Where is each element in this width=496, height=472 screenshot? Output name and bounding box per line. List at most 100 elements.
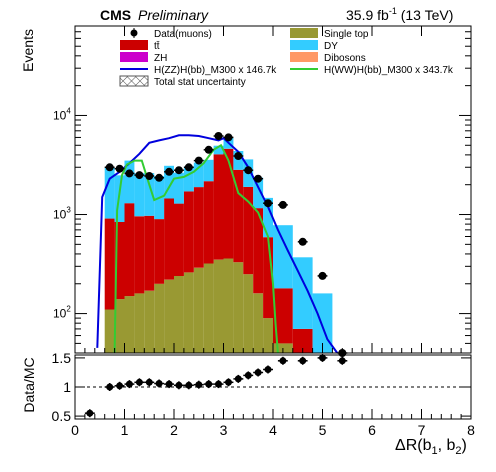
legend-left-2-swatch [120, 52, 148, 62]
data-point-14 [224, 133, 233, 142]
status-label: Preliminary [138, 7, 209, 23]
x-label-mid: , b [438, 437, 456, 454]
bar-tt--3 [114, 222, 125, 300]
ratio-point-0 [86, 409, 94, 417]
legend: Data(muons)tt̄ZHH(ZZ)H(bb)_M300 x 146.7k… [119, 28, 454, 88]
xtick-label-2: 2 [170, 422, 178, 438]
data-point-12 [204, 145, 213, 154]
data-point-4 [125, 169, 134, 178]
legend-left-0-swatch [130, 29, 138, 37]
ratio-point-11 [195, 381, 203, 389]
bar-tt--7 [154, 219, 165, 284]
ytick-label-2: 104 [53, 106, 71, 122]
legend-right-3-label: H(WW)H(bb)_M300 x 343.7k [324, 65, 454, 76]
bar-tt--20 [292, 328, 313, 353]
data-point-9 [174, 166, 183, 175]
bar-dy-15 [233, 151, 244, 170]
ratio-point-7 [155, 380, 163, 387]
bar-dy-17 [253, 177, 264, 209]
data-point-19 [278, 200, 287, 209]
bar-tt--12 [203, 181, 214, 264]
bar-tt--4 [124, 203, 135, 297]
ratio-point-22 [338, 357, 346, 365]
ratio-point-8 [165, 380, 173, 388]
bar-single-top-12 [203, 263, 214, 353]
bar-single-top-6 [144, 290, 155, 353]
xtick-label-3: 3 [220, 422, 228, 438]
legend-right-2-label: Dibosons [324, 53, 366, 64]
bar-tt--16 [243, 186, 254, 275]
data-point-11 [194, 156, 203, 165]
bar-tt--6 [144, 215, 155, 291]
bar-single-top-16 [243, 274, 254, 353]
bar-single-top-5 [134, 293, 145, 353]
xtick-label-7: 7 [418, 422, 426, 438]
bar-single-top-3 [114, 299, 125, 353]
legend-left-3-label: H(ZZ)H(bb)_M300 x 146.7k [154, 65, 277, 76]
legend-left-2-label: ZH [154, 53, 167, 64]
ratio-point-20 [299, 357, 307, 365]
ytick-exp: 4 [66, 106, 71, 115]
x-label-end: ) [462, 437, 467, 454]
ratio-point-14 [225, 378, 232, 386]
ytick-base: 10 [53, 208, 67, 222]
ytick-base: 10 [53, 108, 67, 122]
signal-curve-0 [96, 134, 339, 354]
bar-single-top-18 [263, 318, 273, 353]
ratio-point-10 [185, 381, 193, 389]
bar-single-top-4 [124, 296, 135, 353]
upper-y-label: Events [20, 29, 36, 72]
data-point-6 [145, 172, 154, 180]
ratio-panel: 0.5 1 1.5 Data/MC [21, 350, 472, 424]
xtick-label-4: 4 [269, 422, 277, 438]
data-point-3 [115, 164, 124, 173]
legend-right-0-swatch [290, 28, 318, 38]
data-point-5 [135, 171, 144, 180]
legend-left-4-swatch [119, 75, 149, 87]
bar-tt--19 [273, 288, 293, 344]
ratio-point-5 [135, 378, 143, 386]
legend-right-1-swatch [290, 40, 318, 50]
legend-right-1-label: DY [324, 41, 338, 52]
signal-curve-1 [113, 143, 279, 354]
bar-dy-11 [193, 162, 204, 188]
lumi-label: 35.9 fb-1 (13 TeV) [346, 6, 453, 23]
ratio-ytick-label-2: 1.5 [52, 350, 72, 366]
data-point-10 [184, 163, 193, 172]
ratio-ytick-label-1: 1 [63, 379, 71, 395]
lumi-value: 35.9 fb [346, 7, 389, 23]
ratio-point-19 [279, 357, 287, 365]
ratio-point-2 [106, 383, 114, 391]
ytick-base: 10 [53, 307, 67, 321]
bar-tt--14 [223, 148, 234, 259]
bar-tt--18 [263, 237, 273, 319]
bar-tt--10 [183, 191, 194, 273]
bar-tt--17 [253, 208, 264, 294]
ytick-label-1: 103 [53, 206, 71, 222]
legend-left-1-label: tt̄ [154, 40, 160, 52]
data-point-21 [318, 271, 327, 280]
data-point-2 [105, 163, 114, 172]
ytick-label-0: 102 [53, 305, 71, 321]
bar-dy-19 [273, 225, 293, 289]
ratio-point-21 [319, 354, 326, 362]
ratio-ytick-label-0: 0.5 [52, 408, 72, 424]
data-point-17 [254, 174, 263, 183]
x-label-main: ΔR(b [395, 437, 432, 454]
ratio-point-4 [125, 380, 133, 388]
data-point-18 [264, 199, 272, 208]
legend-left-1-swatch [120, 40, 148, 50]
ratio-point-16 [244, 371, 252, 379]
xtick-label-5: 5 [319, 422, 327, 438]
ratio-point-18 [264, 366, 272, 373]
xtick-label-6: 6 [368, 422, 376, 438]
x-axis: 0 1 2 3 4 5 6 7 8 [71, 26, 475, 438]
bar-dy-12 [203, 159, 214, 182]
bar-single-top-14 [223, 258, 234, 353]
bar-tt--2 [104, 218, 115, 310]
ratio-point-3 [116, 382, 124, 390]
data-point-8 [165, 167, 174, 176]
